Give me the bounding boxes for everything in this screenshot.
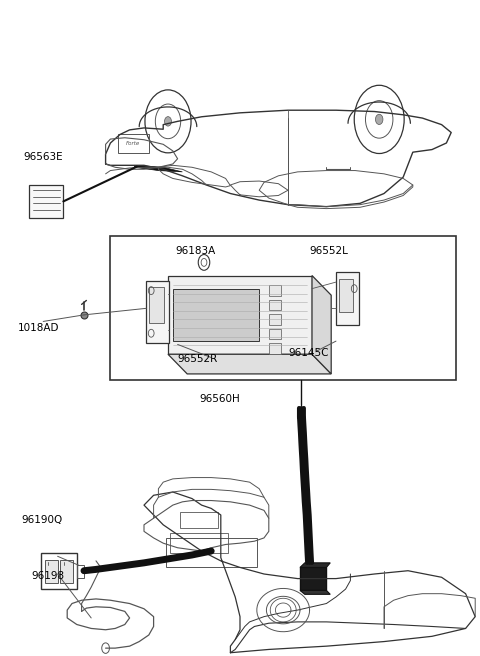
Bar	[180, 512, 218, 528]
Text: 96183A: 96183A	[175, 245, 216, 256]
Text: 96552R: 96552R	[178, 354, 218, 365]
Polygon shape	[300, 563, 330, 567]
Bar	[269, 300, 281, 310]
Polygon shape	[134, 165, 182, 172]
Bar	[269, 314, 281, 325]
Bar	[118, 134, 149, 153]
Bar	[110, 236, 456, 380]
Ellipse shape	[375, 114, 383, 125]
Bar	[336, 272, 359, 325]
Text: 96145C: 96145C	[288, 348, 328, 358]
Bar	[166, 538, 257, 567]
Bar	[60, 560, 73, 583]
Bar	[168, 276, 312, 354]
Bar	[173, 289, 259, 341]
Polygon shape	[312, 276, 331, 374]
Bar	[269, 285, 281, 296]
Polygon shape	[168, 354, 331, 374]
Polygon shape	[300, 590, 330, 594]
Bar	[77, 565, 84, 578]
Bar	[146, 281, 169, 343]
Bar	[45, 560, 58, 583]
Bar	[269, 343, 281, 354]
Bar	[41, 553, 77, 589]
Text: 96552L: 96552L	[310, 245, 348, 256]
Text: Forte: Forte	[126, 141, 141, 146]
Text: 96198: 96198	[31, 571, 64, 581]
Ellipse shape	[165, 117, 171, 126]
Text: 96560H: 96560H	[199, 394, 240, 404]
Bar	[29, 185, 63, 218]
Bar	[269, 329, 281, 339]
Bar	[339, 279, 353, 312]
Text: 1018AD: 1018AD	[18, 323, 60, 333]
Bar	[149, 287, 164, 323]
Text: 96190Q: 96190Q	[22, 515, 63, 525]
Text: 96563E: 96563E	[23, 152, 63, 163]
Bar	[170, 533, 228, 553]
Polygon shape	[300, 567, 326, 590]
